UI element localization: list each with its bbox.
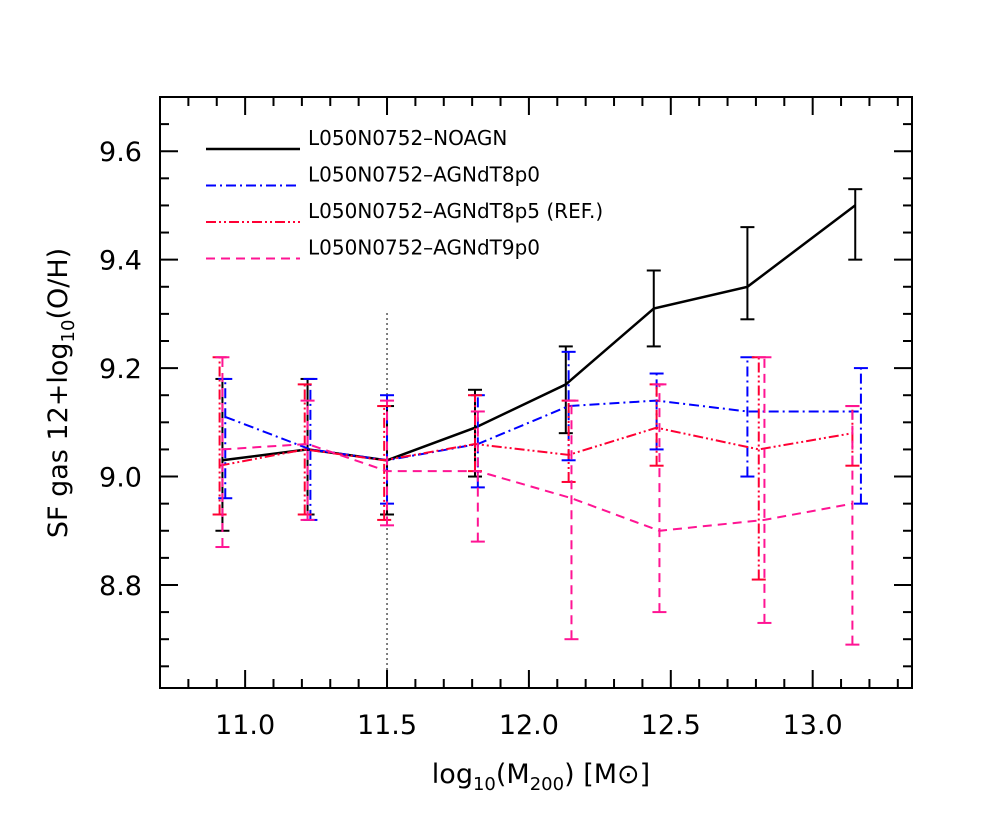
plot-area (159, 96, 913, 689)
series-line (219, 426, 853, 467)
x-tick-label: 12.0 (499, 710, 559, 741)
axis-tick-labels: 11.0 11.5 12.0 12.5 13.0 8.8 9.0 9.2 9.4 9.6 (99, 137, 843, 741)
legend-label: L050N0752–AGNdT8p0 (308, 163, 540, 187)
legend-label: L050N0752–NOAGN (308, 126, 507, 150)
x-tick-label: 13.0 (783, 710, 843, 741)
x-tick-label: 12.5 (641, 710, 701, 741)
y-tick-label: 9.0 (99, 463, 142, 494)
axis-ticks (159, 96, 912, 688)
series-line (222, 442, 853, 532)
x-tick-label: 11.5 (357, 710, 417, 741)
series-layer (212, 188, 868, 646)
y-tick-label: 9.4 (99, 246, 142, 277)
series-2 (218, 350, 868, 521)
x-tick-label: 11.0 (215, 710, 275, 741)
legend: L050N0752–NOAGN L050N0752–AGNdT8p0 L050N07… (206, 126, 603, 260)
legend-label: L050N0752–AGNdT8p5 (REF.) (308, 199, 603, 223)
y-tick-label: 8.8 (99, 571, 142, 602)
legend-label: L050N0752–AGNdT9p0 (308, 236, 540, 260)
y-tick-label: 9.6 (99, 137, 142, 168)
series-4 (215, 356, 860, 646)
x-axis-label: log10(M200) [M⊙] (432, 759, 650, 795)
y-tick-label: 9.2 (99, 354, 142, 385)
y-axis-label: SF gas 12+log10(O/H) (43, 248, 79, 538)
series-3 (212, 356, 860, 581)
plot-frame (159, 96, 913, 689)
